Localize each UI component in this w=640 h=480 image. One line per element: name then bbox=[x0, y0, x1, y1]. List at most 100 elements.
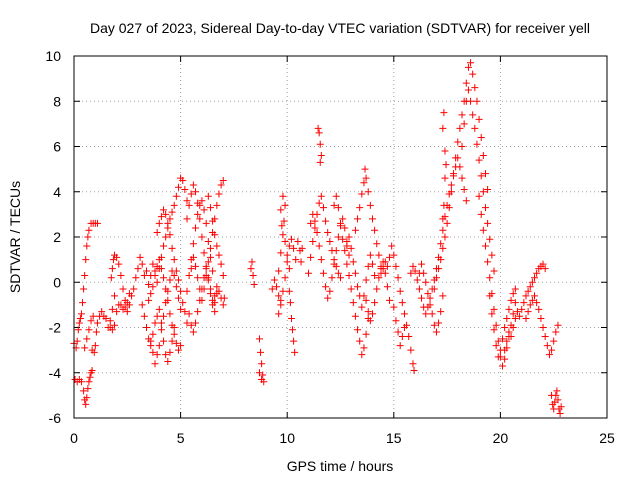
data-point bbox=[375, 251, 383, 259]
data-point bbox=[285, 242, 293, 250]
data-point bbox=[111, 321, 119, 329]
data-point bbox=[492, 342, 500, 350]
data-point bbox=[553, 387, 561, 395]
data-point bbox=[249, 271, 257, 279]
data-point bbox=[292, 256, 300, 264]
data-point bbox=[554, 321, 562, 329]
data-point bbox=[108, 326, 116, 334]
data-point bbox=[324, 228, 332, 236]
data-point bbox=[192, 319, 200, 327]
data-point bbox=[322, 217, 330, 225]
y-tick-label: 8 bbox=[53, 93, 61, 109]
data-point bbox=[550, 337, 558, 345]
data-point bbox=[90, 348, 98, 356]
data-point bbox=[92, 328, 100, 336]
data-point bbox=[477, 172, 485, 180]
data-point bbox=[134, 265, 142, 273]
data-point bbox=[183, 215, 191, 223]
data-point bbox=[316, 140, 324, 148]
data-point bbox=[443, 219, 451, 227]
data-point bbox=[356, 204, 364, 212]
data-point bbox=[279, 192, 287, 200]
data-point bbox=[138, 301, 146, 309]
data-point bbox=[368, 215, 376, 223]
data-point bbox=[179, 299, 187, 307]
data-point bbox=[326, 287, 334, 295]
data-point bbox=[183, 197, 191, 205]
data-point bbox=[556, 409, 564, 417]
data-point bbox=[77, 378, 85, 386]
data-point bbox=[358, 351, 366, 359]
data-point bbox=[511, 285, 519, 293]
data-point bbox=[317, 192, 325, 200]
data-point bbox=[362, 296, 370, 304]
y-tick-labels: -6 -4 -2 0 2 4 6 8 10 bbox=[45, 48, 61, 426]
data-point bbox=[315, 129, 323, 137]
data-point bbox=[467, 97, 475, 105]
data-point bbox=[383, 283, 391, 291]
data-point bbox=[475, 192, 483, 200]
data-point bbox=[528, 278, 536, 286]
data-point bbox=[409, 262, 417, 270]
data-point bbox=[192, 224, 200, 232]
data-point bbox=[202, 262, 210, 270]
data-point bbox=[400, 310, 408, 318]
data-point bbox=[366, 317, 374, 325]
data-point bbox=[170, 201, 178, 209]
data-point bbox=[351, 312, 359, 320]
data-point bbox=[441, 147, 449, 155]
data-point bbox=[492, 321, 500, 329]
data-point bbox=[83, 335, 91, 343]
data-point bbox=[354, 283, 362, 291]
data-point bbox=[339, 215, 347, 223]
data-point bbox=[202, 219, 210, 227]
data-point bbox=[477, 133, 485, 141]
data-point bbox=[386, 296, 394, 304]
data-point bbox=[351, 226, 359, 234]
data-point bbox=[332, 192, 340, 200]
data-point bbox=[189, 253, 197, 261]
x-tick-label: 20 bbox=[493, 430, 509, 446]
data-point bbox=[213, 201, 221, 209]
data-point bbox=[541, 265, 549, 273]
data-point bbox=[388, 242, 396, 250]
data-point bbox=[183, 319, 191, 327]
data-point bbox=[80, 285, 88, 293]
data-point bbox=[196, 215, 204, 223]
data-point bbox=[366, 251, 374, 259]
data-point bbox=[297, 258, 305, 266]
data-point bbox=[108, 265, 116, 273]
data-point bbox=[354, 326, 362, 334]
data-point bbox=[273, 283, 281, 291]
data-point bbox=[107, 274, 115, 282]
data-point bbox=[362, 174, 370, 182]
data-point bbox=[452, 154, 460, 162]
data-point bbox=[440, 109, 448, 117]
data-point bbox=[513, 308, 521, 316]
data-point bbox=[488, 251, 496, 259]
data-point bbox=[531, 292, 539, 300]
data-point bbox=[439, 292, 447, 300]
data-point bbox=[392, 262, 400, 270]
data-point bbox=[111, 292, 119, 300]
data-point bbox=[280, 217, 288, 225]
data-point bbox=[437, 256, 445, 264]
data-point bbox=[187, 265, 195, 273]
data-point bbox=[85, 326, 93, 334]
data-point bbox=[174, 294, 182, 302]
data-point bbox=[430, 321, 438, 329]
data-point bbox=[281, 201, 289, 209]
data-point bbox=[85, 226, 93, 234]
data-point bbox=[386, 253, 394, 261]
data-point bbox=[501, 346, 509, 354]
data-point bbox=[83, 394, 91, 402]
data-point bbox=[151, 360, 159, 368]
data-point bbox=[211, 299, 219, 307]
data-point bbox=[219, 271, 227, 279]
data-point bbox=[501, 324, 509, 331]
data-point bbox=[73, 337, 81, 345]
data-point bbox=[422, 278, 430, 286]
data-point bbox=[345, 233, 353, 241]
data-point bbox=[270, 276, 278, 284]
data-point bbox=[211, 231, 219, 239]
